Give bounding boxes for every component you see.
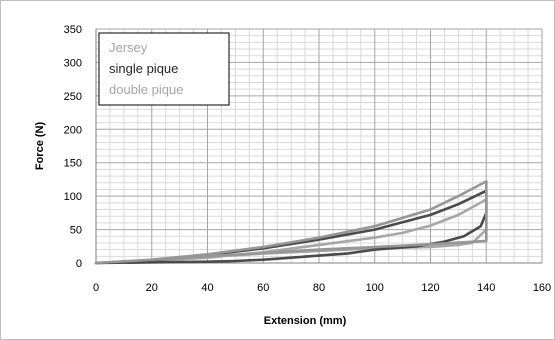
y-tick-labels: 0 50 100 150 200 250 300 350 <box>64 24 82 270</box>
x-tick-label: 0 <box>93 282 99 294</box>
x-tick-label: 120 <box>421 282 439 294</box>
series-line-double-pique <box>94 180 488 265</box>
x-tick-label: 80 <box>313 282 325 294</box>
legend-entry-jersey: Jersey <box>109 40 148 55</box>
y-tick-label: 350 <box>64 24 82 36</box>
y-tick-label: 250 <box>64 91 82 103</box>
major-gridlines <box>96 28 543 263</box>
series-layer <box>94 180 488 265</box>
series-line-single-pique <box>94 189 488 265</box>
x-tick-label: 100 <box>366 282 384 294</box>
legend: Jersey single pique double pique <box>98 32 230 106</box>
y-tick-label: 50 <box>70 225 82 237</box>
legend-entry-single-pique: single pique <box>109 61 178 76</box>
legend-box <box>98 32 230 106</box>
legend-entry-double-pique: double pique <box>109 82 183 97</box>
x-tick-labels: 0 20 40 60 80 100 120 140 160 <box>93 282 551 294</box>
x-tick-label: 160 <box>533 282 551 294</box>
x-axis-title: Extension (mm) <box>264 315 347 327</box>
y-axis-title: Force (N) <box>34 122 46 171</box>
x-tick-label: 140 <box>477 282 495 294</box>
y-tick-label: 100 <box>64 191 82 203</box>
y-tick-label: 300 <box>64 57 82 69</box>
y-tick-label: 150 <box>64 158 82 170</box>
x-tick-label: 40 <box>201 282 213 294</box>
y-tick-label: 200 <box>64 124 82 136</box>
x-tick-label: 60 <box>257 282 269 294</box>
y-tick-label: 0 <box>76 258 82 270</box>
x-tick-label: 20 <box>146 282 158 294</box>
